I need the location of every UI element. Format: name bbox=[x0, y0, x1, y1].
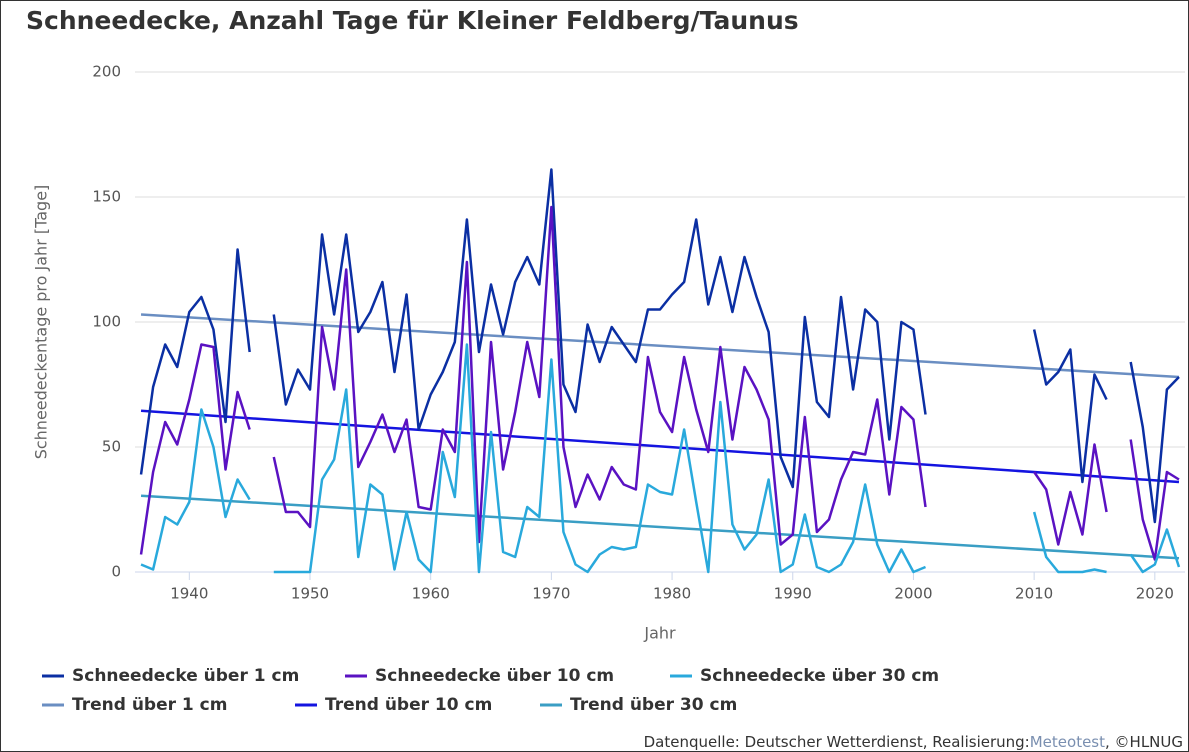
y-tick-label: 0 bbox=[111, 563, 121, 581]
source-prefix: Datenquelle: Deutscher Wetterdienst, Rea… bbox=[644, 733, 1030, 751]
legend-label: Schneedecke über 1 cm bbox=[72, 666, 299, 686]
x-tick-label: 1970 bbox=[532, 585, 570, 603]
series-line bbox=[139, 205, 1180, 561]
source-link[interactable]: Meteotest bbox=[1030, 733, 1105, 751]
legend-label: Schneedecke über 10 cm bbox=[375, 666, 614, 686]
series-line bbox=[139, 168, 1180, 524]
x-axis-label: Jahr bbox=[643, 624, 676, 643]
x-tick-label: 2010 bbox=[1015, 585, 1053, 603]
legend-label: Trend über 1 cm bbox=[72, 695, 227, 715]
x-tick-label: 1950 bbox=[291, 585, 329, 603]
legend-label: Schneedecke über 30 cm bbox=[700, 666, 939, 686]
source-suffix: , ©HLNUG bbox=[1105, 733, 1183, 751]
x-tick-label: 1940 bbox=[170, 585, 208, 603]
y-axis-label: Schneedeckentage pro Jahr [Tage] bbox=[32, 185, 51, 460]
series-line bbox=[140, 343, 1181, 574]
x-tick-label: 1990 bbox=[774, 585, 812, 603]
legend-label: Trend über 30 cm bbox=[570, 695, 737, 715]
chart-title: Schneedecke, Anzahl Tage für Kleiner Fel… bbox=[26, 6, 799, 35]
source: Datenquelle: Deutscher Wetterdienst, Rea… bbox=[644, 733, 1183, 751]
y-tick-label: 150 bbox=[92, 188, 121, 206]
x-tick-label: 2020 bbox=[1136, 585, 1174, 603]
y-tick-label: 50 bbox=[102, 438, 121, 456]
y-tick-label: 200 bbox=[92, 63, 121, 81]
x-tick-label: 2000 bbox=[894, 585, 932, 603]
x-tick-label: 1980 bbox=[653, 585, 691, 603]
series-line bbox=[140, 409, 1180, 484]
y-tick-label: 100 bbox=[92, 313, 121, 331]
legend-label: Trend über 10 cm bbox=[325, 695, 492, 715]
series-line bbox=[140, 494, 1180, 560]
x-tick-label: 1960 bbox=[412, 585, 450, 603]
